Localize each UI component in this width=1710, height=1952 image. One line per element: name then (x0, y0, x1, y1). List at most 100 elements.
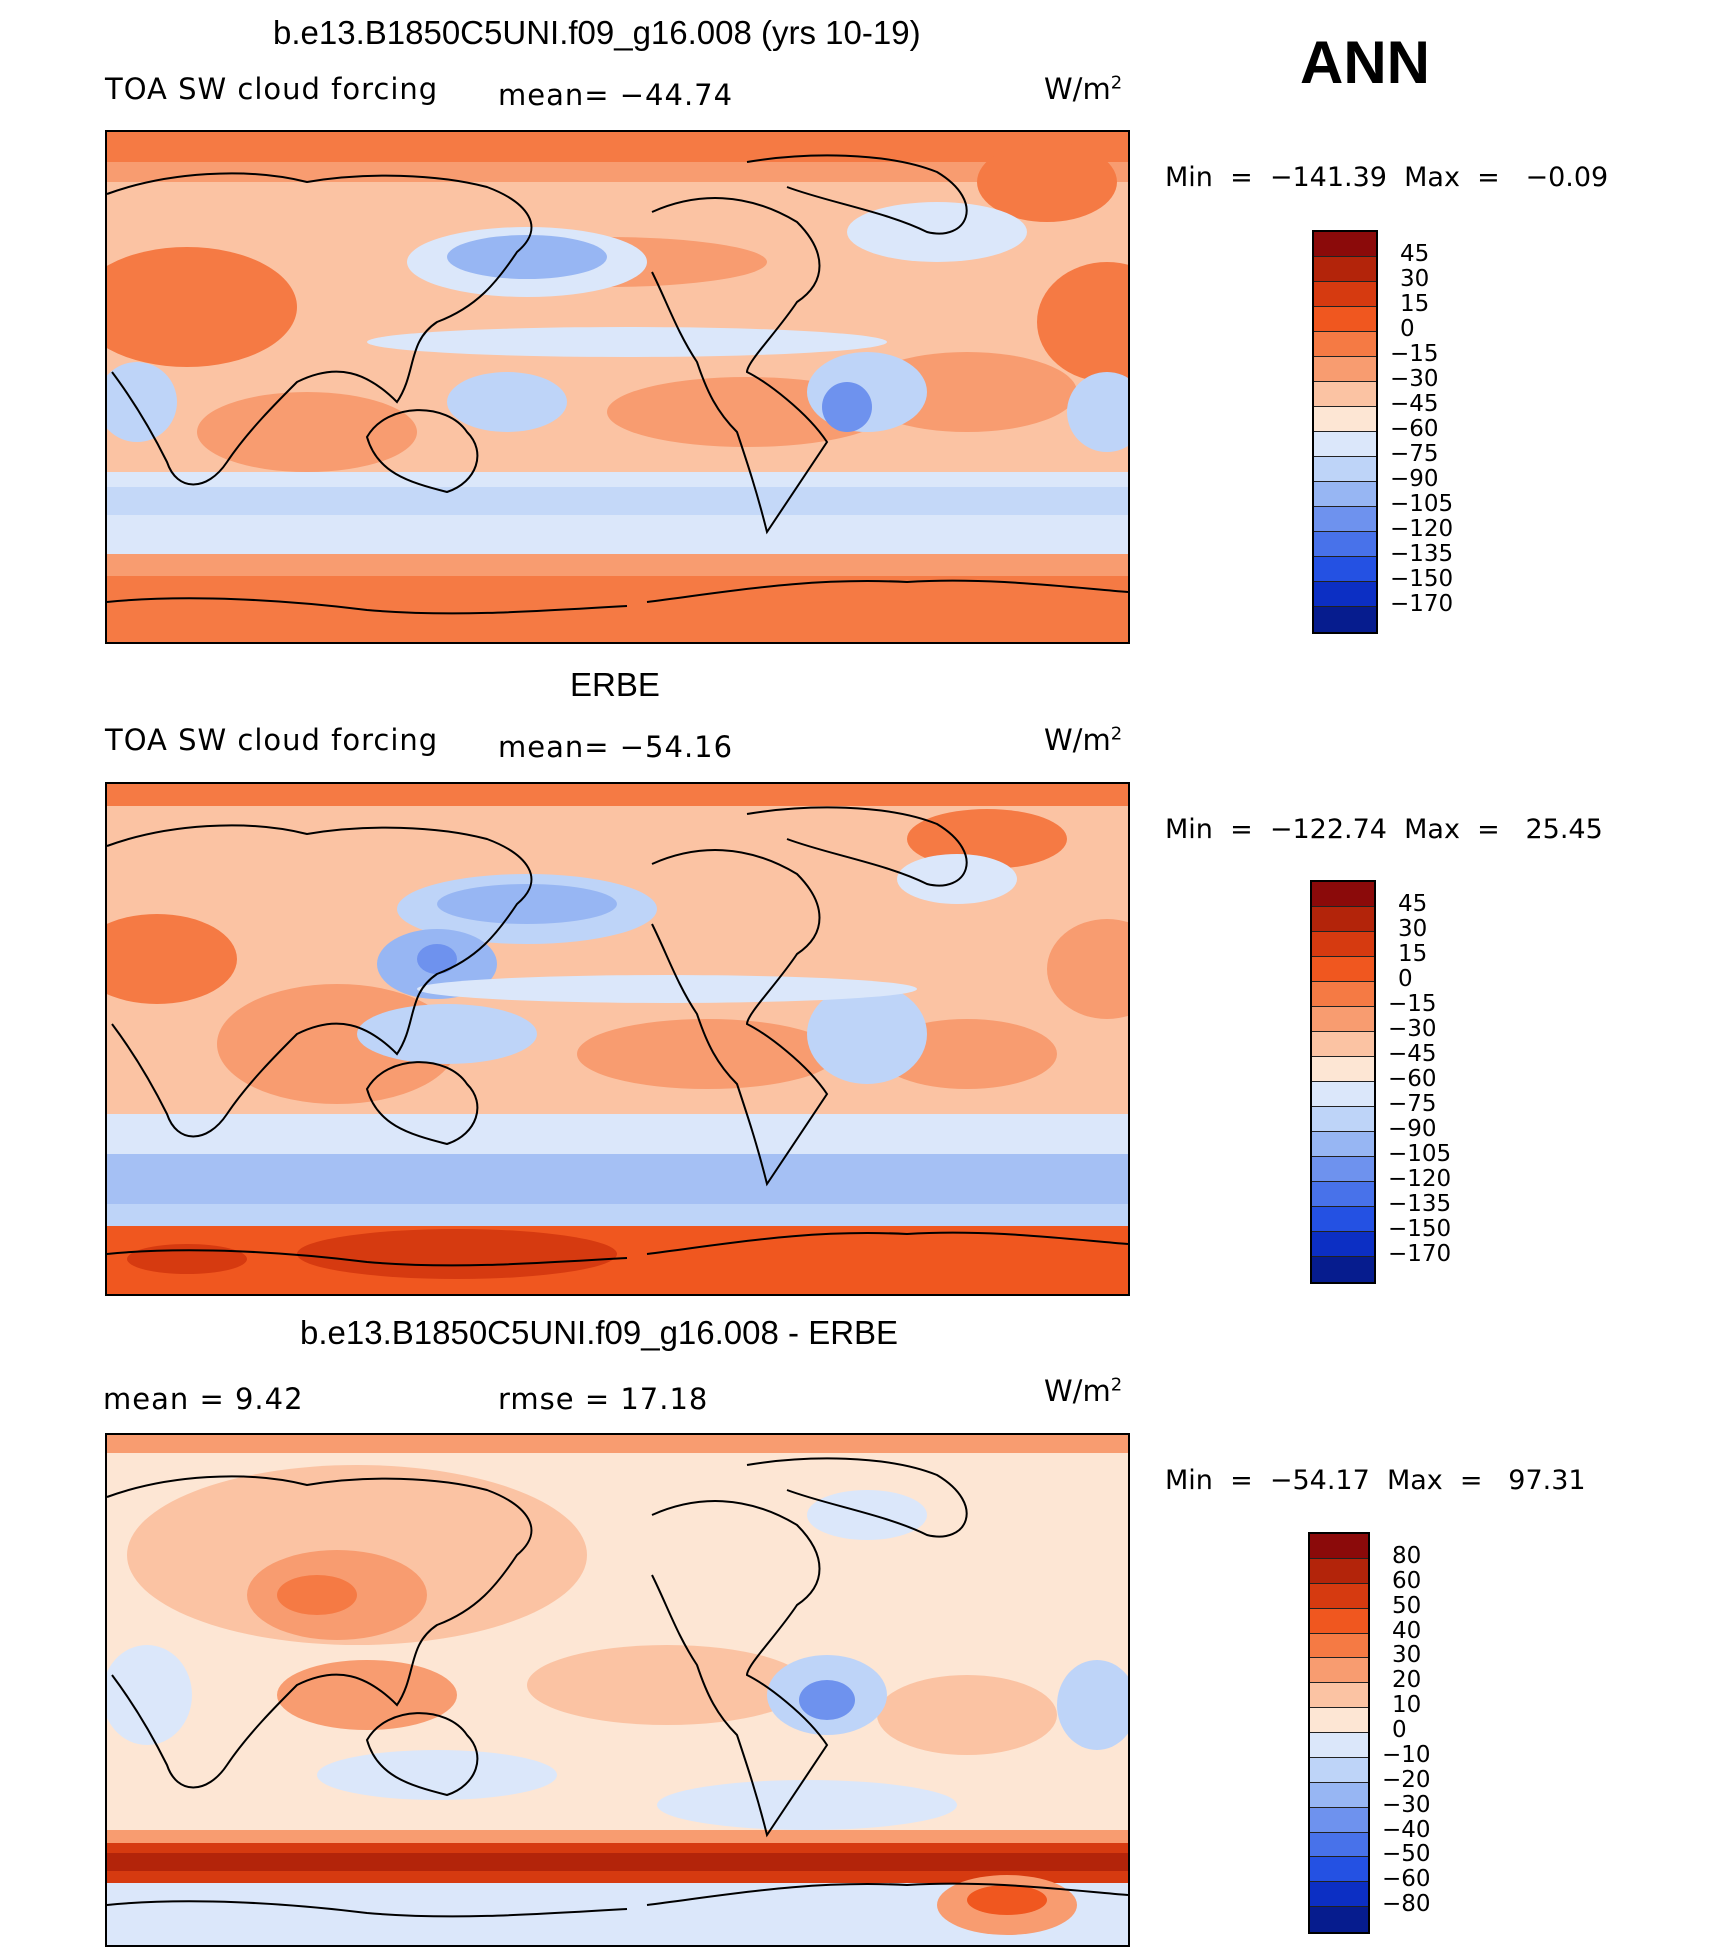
colorbar-tick-label: −135 (1390, 541, 1454, 567)
colorbar-swatch (1312, 982, 1374, 1007)
panel-1-units: W/m2 (1044, 72, 1123, 106)
colorbar-tick-label: −45 (1390, 391, 1439, 417)
panel-1-colorbar (1312, 230, 1378, 634)
colorbar-swatch (1312, 1157, 1374, 1182)
colorbar-tick-label: −135 (1388, 1191, 1452, 1217)
colorbar-tick-label: −40 (1382, 1816, 1431, 1843)
colorbar-tick-label: −60 (1382, 1866, 1431, 1893)
colorbar-tick-label: −60 (1388, 1066, 1437, 1092)
colorbar-swatch (1314, 582, 1376, 607)
colorbar-swatch (1310, 1683, 1368, 1709)
colorbar-tick-label: −10 (1382, 1741, 1431, 1768)
colorbar-tick-label: −50 (1382, 1841, 1431, 1868)
colorbar-swatch (1312, 1207, 1374, 1232)
colorbar-tick-label: −60 (1390, 416, 1439, 442)
colorbar-swatch (1312, 1107, 1374, 1132)
colorbar-swatch (1310, 1807, 1368, 1833)
colorbar-swatch (1312, 907, 1374, 932)
colorbar-tick-label: −15 (1388, 991, 1437, 1017)
colorbar-swatch (1312, 932, 1374, 957)
colorbar-tick-label: −75 (1388, 1091, 1437, 1117)
panel-3-colorbar (1308, 1532, 1370, 1934)
panel-2-colorbar (1310, 880, 1376, 1284)
colorbar-tick-label: −150 (1390, 566, 1454, 592)
panel-1-coastlines (107, 154, 1128, 615)
panel-1-map (105, 130, 1130, 644)
colorbar-swatch (1314, 532, 1376, 557)
colorbar-tick-label: −45 (1388, 1041, 1437, 1067)
colorbar-swatch (1314, 382, 1376, 407)
panel-3-map (105, 1433, 1130, 1947)
colorbar-tick-label: 30 (1392, 1642, 1422, 1669)
panel-1-mean: mean= −44.74 (498, 78, 734, 112)
colorbar-tick-label: 80 (1392, 1542, 1422, 1569)
colorbar-tick-label: 45 (1400, 241, 1430, 267)
colorbar-swatch (1310, 1558, 1368, 1584)
colorbar-tick-label: 20 (1392, 1667, 1422, 1694)
colorbar-tick-label: 30 (1398, 916, 1428, 942)
colorbar-tick-label: 45 (1398, 891, 1428, 917)
colorbar-swatch (1312, 957, 1374, 982)
colorbar-tick-label: −80 (1382, 1891, 1431, 1918)
colorbar-swatch (1312, 1057, 1374, 1082)
panel-3-units: W/m2 (1044, 1374, 1123, 1408)
panel-3-mean: mean = 9.42 (103, 1382, 304, 1416)
colorbar-tick-label: 0 (1400, 316, 1415, 342)
colorbar-swatch (1310, 1733, 1368, 1758)
colorbar-tick-label: −170 (1388, 1241, 1452, 1267)
panel-1-field-label: TOA SW cloud forcing (105, 72, 439, 106)
panel-2-field-label: TOA SW cloud forcing (105, 723, 439, 757)
colorbar-swatch (1314, 357, 1376, 382)
colorbar-swatch (1314, 407, 1376, 432)
panel-3-coastlines (107, 1457, 1128, 1918)
panel-2-mean: mean= −54.16 (498, 730, 734, 764)
colorbar-swatch (1310, 1633, 1368, 1659)
colorbar-tick-label: −105 (1390, 491, 1454, 517)
colorbar-swatch (1312, 1082, 1374, 1107)
colorbar-swatch (1314, 432, 1376, 457)
colorbar-tick-label: −15 (1390, 341, 1439, 367)
colorbar-swatch (1310, 1583, 1368, 1609)
colorbar-tick-label: −120 (1388, 1166, 1452, 1192)
colorbar-swatch (1310, 1907, 1368, 1932)
colorbar-swatch (1312, 1182, 1374, 1207)
colorbar-tick-label: −90 (1388, 1116, 1437, 1142)
colorbar-swatch (1310, 1857, 1368, 1883)
colorbar-swatch (1314, 482, 1376, 507)
panel-1-contour-field (107, 132, 1128, 642)
colorbar-tick-label: −30 (1382, 1791, 1431, 1818)
colorbar-swatch (1314, 282, 1376, 307)
colorbar-swatch (1314, 557, 1376, 582)
panel-2-map (105, 782, 1130, 1296)
colorbar-tick-label: −170 (1390, 591, 1454, 617)
colorbar-tick-label: −30 (1388, 1016, 1437, 1042)
colorbar-tick-label: −150 (1388, 1216, 1452, 1242)
colorbar-tick-label: 0 (1398, 966, 1413, 992)
colorbar-swatch (1310, 1608, 1368, 1634)
colorbar-swatch (1310, 1757, 1368, 1783)
colorbar-tick-label: 60 (1392, 1567, 1422, 1594)
colorbar-tick-label: −30 (1390, 366, 1439, 392)
colorbar-swatch (1314, 607, 1376, 632)
panel-2-units: W/m2 (1044, 723, 1123, 757)
colorbar-swatch (1312, 1232, 1374, 1257)
panel-3-title: b.e13.B1850C5UNI.f09_g16.008 - ERBE (300, 1314, 899, 1351)
colorbar-swatch (1312, 1007, 1374, 1032)
panel-2-title: ERBE (570, 666, 660, 703)
colorbar-swatch (1314, 232, 1376, 257)
colorbar-tick-label: −90 (1390, 466, 1439, 492)
panel-1-title: b.e13.B1850C5UNI.f09_g16.008 (yrs 10-19) (273, 14, 921, 51)
panel-3-rmse: rmse = 17.18 (498, 1382, 709, 1416)
colorbar-swatch (1312, 1032, 1374, 1057)
colorbar-tick-label: 0 (1392, 1717, 1407, 1743)
colorbar-tick-label: −120 (1390, 516, 1454, 542)
season-label: ANN (1300, 29, 1430, 96)
colorbar-swatch (1312, 1257, 1374, 1282)
colorbar-swatch (1310, 1782, 1368, 1808)
colorbar-swatch (1310, 1658, 1368, 1684)
colorbar-swatch (1314, 457, 1376, 482)
colorbar-swatch (1310, 1832, 1368, 1858)
panel-2-coastlines (107, 806, 1128, 1267)
colorbar-tick-label: −20 (1382, 1766, 1431, 1793)
panel-2-contour-field (107, 784, 1128, 1294)
